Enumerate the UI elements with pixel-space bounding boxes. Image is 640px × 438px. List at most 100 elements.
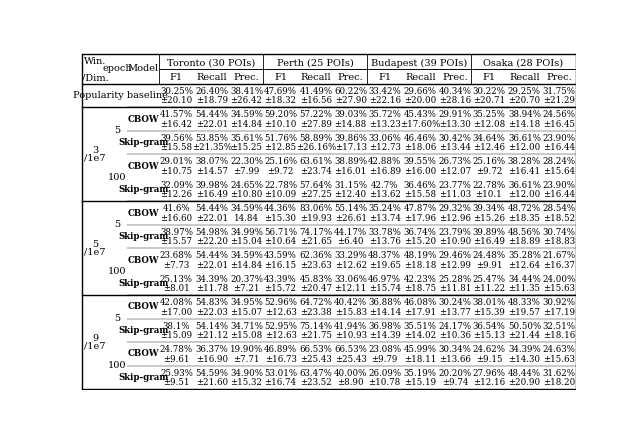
- Text: ±12.08: ±12.08: [473, 120, 505, 129]
- Text: ±15.74: ±15.74: [369, 284, 401, 293]
- Text: ±20.71: ±20.71: [473, 96, 505, 105]
- Text: ±22.01: ±22.01: [196, 120, 228, 129]
- Text: Recall: Recall: [509, 73, 540, 82]
- Text: 46.89%: 46.89%: [264, 345, 297, 354]
- Text: 23.79%: 23.79%: [438, 228, 471, 237]
- Text: ±11.81: ±11.81: [438, 284, 471, 293]
- Text: ±28.16: ±28.16: [439, 96, 471, 105]
- Text: Recall: Recall: [301, 73, 332, 82]
- Text: 35.28%: 35.28%: [508, 251, 541, 260]
- Text: ±15.26: ±15.26: [473, 214, 505, 223]
- Text: 75.14%: 75.14%: [300, 322, 333, 331]
- Text: 44.17%: 44.17%: [334, 228, 367, 237]
- Text: Win.: Win.: [84, 57, 106, 66]
- Text: ±16.73: ±16.73: [264, 355, 296, 364]
- Text: ±10.10: ±10.10: [264, 120, 297, 129]
- Text: ±11.35: ±11.35: [508, 284, 540, 293]
- Text: ±15.58: ±15.58: [404, 190, 436, 199]
- Text: CBOW: CBOW: [127, 255, 159, 265]
- Text: ±9.74: ±9.74: [442, 378, 468, 387]
- Text: ±27.25: ±27.25: [300, 190, 332, 199]
- Text: CBOW: CBOW: [127, 115, 159, 124]
- Text: 33.42%: 33.42%: [369, 87, 401, 96]
- Text: 5: 5: [115, 314, 120, 323]
- Text: 30.24%: 30.24%: [438, 298, 471, 307]
- Text: ±18.20: ±18.20: [543, 378, 575, 387]
- Text: 58.89%: 58.89%: [300, 134, 333, 143]
- Text: ±21.65: ±21.65: [300, 237, 332, 246]
- Text: 40.42%: 40.42%: [334, 298, 367, 307]
- Text: 39.98%: 39.98%: [195, 181, 228, 190]
- Text: 24.78%: 24.78%: [160, 345, 193, 354]
- Text: 52.95%: 52.95%: [264, 322, 297, 331]
- Text: ±21.29: ±21.29: [543, 96, 575, 105]
- Text: ±12.46: ±12.46: [473, 143, 505, 152]
- Text: ±12.00: ±12.00: [508, 143, 541, 152]
- Text: ±21.75: ±21.75: [300, 331, 332, 340]
- Text: ±10.64: ±10.64: [264, 237, 296, 246]
- Text: 30.74%: 30.74%: [543, 228, 575, 237]
- Text: ±15.63: ±15.63: [543, 355, 575, 364]
- Text: ±14.02: ±14.02: [404, 331, 436, 340]
- Text: 29.01%: 29.01%: [160, 157, 193, 166]
- Text: 36.74%: 36.74%: [404, 228, 436, 237]
- Text: 38.41%: 38.41%: [230, 87, 263, 96]
- Text: 42.08%: 42.08%: [160, 298, 193, 307]
- Text: 30.22%: 30.22%: [472, 87, 506, 96]
- Text: ±16.15: ±16.15: [264, 261, 296, 270]
- Text: ±15.39: ±15.39: [473, 307, 505, 317]
- Text: ±14.57: ±14.57: [196, 167, 228, 176]
- Text: ±16.90: ±16.90: [196, 355, 228, 364]
- Text: ±18.35: ±18.35: [508, 214, 540, 223]
- Text: ±20.00: ±20.00: [404, 96, 436, 105]
- Text: Skip-gram: Skip-gram: [118, 185, 168, 194]
- Text: ±13.77: ±13.77: [439, 307, 471, 317]
- Text: 39.55%: 39.55%: [404, 157, 436, 166]
- Text: 39.56%: 39.56%: [160, 134, 193, 143]
- Text: CBOW: CBOW: [127, 208, 159, 218]
- Text: 21.67%: 21.67%: [542, 251, 575, 260]
- Text: F1: F1: [274, 73, 287, 82]
- Text: ±14.88: ±14.88: [335, 120, 367, 129]
- Text: 41.94%: 41.94%: [334, 322, 367, 331]
- Text: 26.09%: 26.09%: [368, 369, 401, 378]
- Text: 64.72%: 64.72%: [300, 298, 333, 307]
- Text: 48.44%: 48.44%: [508, 369, 541, 378]
- Text: 24.00%: 24.00%: [542, 275, 575, 284]
- Text: ±17.96: ±17.96: [404, 214, 436, 223]
- Text: 34.99%: 34.99%: [230, 228, 263, 237]
- Text: 53.01%: 53.01%: [264, 369, 297, 378]
- Text: ±22.01: ±22.01: [196, 214, 228, 223]
- Text: ±12.64: ±12.64: [508, 261, 540, 270]
- Text: 29.66%: 29.66%: [404, 87, 436, 96]
- Text: 31.62%: 31.62%: [543, 369, 575, 378]
- Text: 38.07%: 38.07%: [195, 157, 228, 166]
- Text: 35.61%: 35.61%: [230, 134, 263, 143]
- Text: 25.16%: 25.16%: [472, 157, 506, 166]
- Text: 52.96%: 52.96%: [264, 298, 297, 307]
- Text: ±19.57: ±19.57: [508, 307, 540, 317]
- Text: 5: 5: [115, 220, 120, 230]
- Text: ±17.91: ±17.91: [404, 307, 436, 317]
- Text: 23.08%: 23.08%: [368, 345, 401, 354]
- Text: Prec.: Prec.: [546, 73, 572, 82]
- Text: ±18.89: ±18.89: [508, 237, 541, 246]
- Text: 54.83%: 54.83%: [195, 298, 228, 307]
- Text: ±27.90: ±27.90: [335, 96, 367, 105]
- Text: ±16.42: ±16.42: [161, 120, 193, 129]
- Text: ±18.16: ±18.16: [543, 331, 575, 340]
- Text: /Dim.: /Dim.: [82, 74, 109, 83]
- Text: 39.86%: 39.86%: [334, 134, 367, 143]
- Text: epoch: epoch: [102, 64, 132, 73]
- Text: ±23.38: ±23.38: [300, 307, 332, 317]
- Text: 30.34%: 30.34%: [438, 345, 471, 354]
- Text: ±12.63: ±12.63: [264, 307, 296, 317]
- Text: ±20.47: ±20.47: [300, 284, 332, 293]
- Text: 62.36%: 62.36%: [300, 251, 333, 260]
- Text: 48.33%: 48.33%: [508, 298, 541, 307]
- Text: 22.78%: 22.78%: [264, 181, 297, 190]
- Text: 26.40%: 26.40%: [195, 87, 228, 96]
- Text: ±12.07: ±12.07: [439, 167, 471, 176]
- Text: 34.39%: 34.39%: [508, 345, 541, 354]
- Text: 23.90%: 23.90%: [543, 134, 575, 143]
